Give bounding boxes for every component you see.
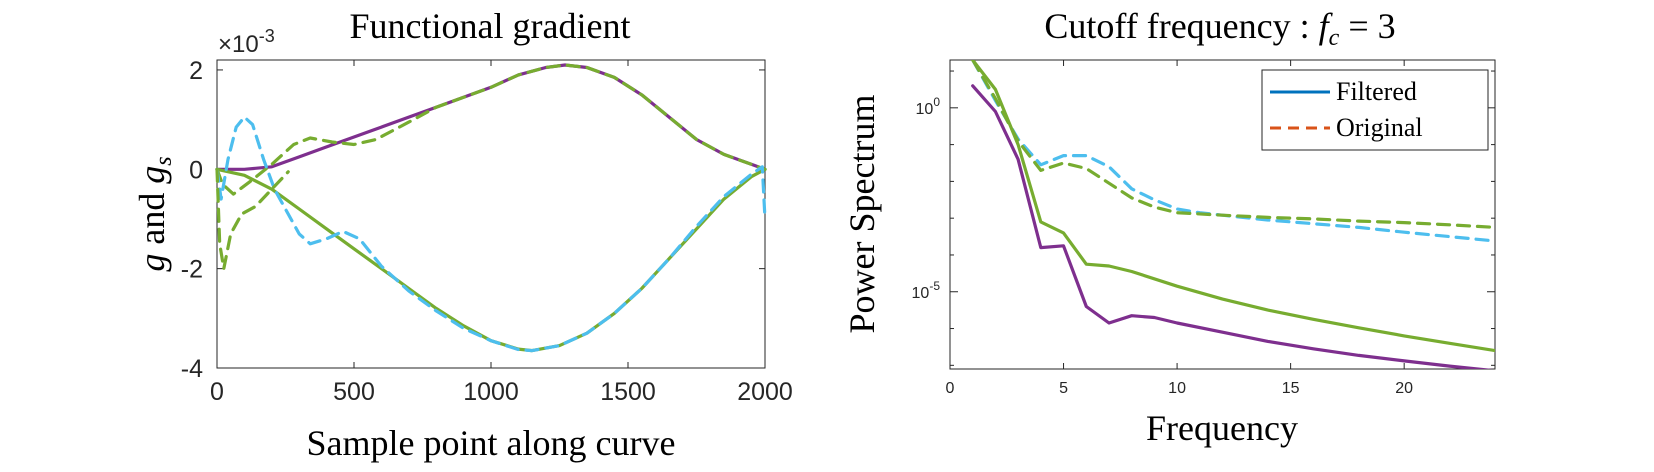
- right-y-tick-label: 100: [916, 95, 941, 118]
- left-x-tick-label: 1000: [463, 378, 519, 406]
- left-x-tick-label: 500: [333, 378, 375, 406]
- right-y-tick-label: 10-5: [912, 279, 941, 302]
- left-axis-ticks: [216, 60, 766, 369]
- left-series-line-3: [215, 115, 767, 353]
- functional-gradient-chart: 0 500 1000 1500 2000 -4 -2 0 2 ×10-3 Functional…: [132, 6, 793, 463]
- right-x-tick-label: 10: [1168, 380, 1186, 397]
- left-y-tick-label: -4: [181, 355, 203, 383]
- right-y-tick-labels: 100 10-5: [912, 95, 941, 302]
- left-axes-box: [216, 59, 766, 369]
- right-x-tick-label: 0: [946, 380, 955, 397]
- right-x-tick-label: 20: [1395, 380, 1413, 397]
- left-chart-title: Functional gradient: [350, 6, 631, 46]
- right-series-line-2: [971, 60, 1495, 353]
- right-series-line-3: [971, 84, 1494, 369]
- left-y-axis-label: g and gs: [132, 156, 177, 271]
- left-series-line-1: [215, 63, 767, 196]
- left-x-axis-label: Sample point along curve: [307, 423, 676, 463]
- right-axis-ticks: [949, 60, 1495, 369]
- legend-box: [1261, 69, 1489, 151]
- left-y-tick-label: 0: [189, 156, 203, 184]
- legend-original-label: Original: [1336, 113, 1423, 142]
- right-x-axis-label: Frequency: [1146, 408, 1298, 448]
- left-exponent-label: ×10-3: [218, 26, 275, 58]
- left-plot-lines: [215, 63, 767, 353]
- right-plot-lines: [971, 60, 1495, 369]
- left-series-line-4: [215, 167, 290, 271]
- left-x-tick-label: 2000: [737, 378, 793, 406]
- right-x-tick-labels: 0 5 10 15 20: [946, 380, 1414, 397]
- right-series-line-0: [971, 60, 1495, 243]
- cutoff-frequency-chart: 0 5 10 15 20 100 10-5 Cutoff frequency : fc =…: [842, 6, 1496, 448]
- left-x-tick-label: 0: [210, 378, 224, 406]
- right-y-axis-label: Power Spectrum: [842, 95, 882, 334]
- left-series-line-0: [215, 63, 767, 171]
- right-x-tick-label: 15: [1282, 380, 1300, 397]
- left-series-line-2: [215, 167, 767, 353]
- left-y-tick-label: 2: [189, 57, 203, 85]
- left-y-tick-label: -2: [181, 256, 203, 284]
- legend-filtered-label: Filtered: [1336, 77, 1417, 106]
- right-chart-title: Cutoff frequency : fc = 3: [1044, 6, 1395, 51]
- right-x-tick-label: 5: [1059, 380, 1068, 397]
- left-x-tick-labels: 0 500 1000 1500 2000: [210, 378, 793, 406]
- left-y-tick-labels: -4 -2 0 2: [181, 57, 203, 383]
- legend: Filtered Original: [1261, 69, 1489, 151]
- left-x-tick-label: 1500: [600, 378, 656, 406]
